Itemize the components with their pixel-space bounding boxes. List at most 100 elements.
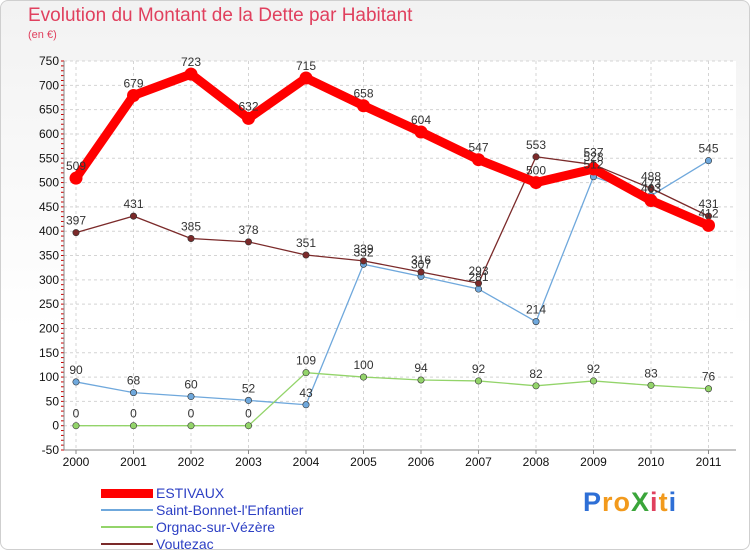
data-point xyxy=(647,381,655,389)
legend-label: Saint-Bonnet-l'Enfantier xyxy=(156,502,304,518)
legend-label: Orgnac-sur-Vézère xyxy=(156,519,276,535)
data-point xyxy=(359,373,367,381)
data-point xyxy=(474,279,482,287)
data-label: 76 xyxy=(702,370,716,384)
y-tick-label: 100 xyxy=(39,370,59,384)
data-label: 92 xyxy=(587,362,601,376)
data-label: 339 xyxy=(353,242,373,256)
logo-letter: r xyxy=(602,487,614,517)
data-point xyxy=(69,171,83,185)
y-tick-label: 650 xyxy=(39,103,59,117)
x-tick-label: 2000 xyxy=(63,455,90,469)
data-label: 545 xyxy=(698,142,718,156)
data-label: 553 xyxy=(526,138,546,152)
data-label: 679 xyxy=(123,77,143,91)
logo-letter: X xyxy=(631,487,651,517)
data-label: 632 xyxy=(238,99,258,113)
data-point xyxy=(417,268,425,276)
data-label: 0 xyxy=(188,407,195,421)
data-label: 94 xyxy=(414,361,428,375)
data-label: 378 xyxy=(238,223,258,237)
x-tick-label: 2003 xyxy=(235,455,262,469)
x-tick-label: 2010 xyxy=(638,455,665,469)
x-tick-label: 2001 xyxy=(120,455,147,469)
x-tick-label: 2007 xyxy=(465,455,492,469)
data-point xyxy=(245,396,253,404)
legend-swatch xyxy=(101,488,153,498)
chart-subtitle: (en €) xyxy=(28,29,57,41)
data-point xyxy=(242,111,255,125)
data-point xyxy=(704,157,712,165)
data-point xyxy=(532,382,540,390)
data-label: 281 xyxy=(468,270,488,284)
data-label: 43 xyxy=(299,386,313,400)
data-label: 723 xyxy=(181,55,201,69)
legend-swatch xyxy=(101,543,153,545)
logo-letter: P xyxy=(583,487,603,517)
data-point xyxy=(72,229,80,237)
y-tick-label: -50 xyxy=(42,443,60,457)
data-point xyxy=(245,422,253,430)
data-label: 214 xyxy=(526,303,546,317)
data-point xyxy=(302,369,310,377)
series-line xyxy=(75,156,710,284)
data-point xyxy=(704,385,712,393)
data-label: 509 xyxy=(66,159,86,173)
x-tick-label: 2002 xyxy=(178,455,205,469)
data-label: 307 xyxy=(411,257,431,271)
data-label: 431 xyxy=(123,197,143,211)
data-label: 528 xyxy=(583,150,603,164)
y-tick-label: 250 xyxy=(39,297,59,311)
data-label: 412 xyxy=(698,206,718,220)
data-label: 332 xyxy=(353,245,373,259)
data-point xyxy=(414,125,428,139)
data-label: 60 xyxy=(184,378,198,392)
data-label: 397 xyxy=(66,214,86,228)
data-label: 385 xyxy=(181,219,201,233)
logo-letter: i xyxy=(650,487,659,517)
data-point xyxy=(647,184,655,192)
data-point xyxy=(130,212,138,220)
data-label: 109 xyxy=(296,354,316,368)
proxiti-logo: ProXiti xyxy=(583,487,677,518)
logo-letter: i xyxy=(668,487,678,517)
x-tick-label: 2006 xyxy=(408,455,435,469)
y-tick-label: 550 xyxy=(39,151,59,165)
data-point xyxy=(187,393,195,401)
y-tick-label: 200 xyxy=(39,321,59,335)
data-point xyxy=(127,89,140,103)
series-line xyxy=(75,160,710,406)
data-label: 604 xyxy=(411,113,431,127)
data-label: 316 xyxy=(411,253,431,267)
data-point xyxy=(532,318,540,326)
data-point xyxy=(474,285,482,293)
data-point xyxy=(529,176,543,190)
y-tick-label: 450 xyxy=(39,200,59,214)
data-point xyxy=(302,251,310,259)
data-point xyxy=(72,422,80,430)
data-label: 488 xyxy=(641,169,661,183)
data-point xyxy=(302,401,310,409)
data-point xyxy=(587,162,600,176)
data-label: 83 xyxy=(644,366,658,380)
y-tick-label: 50 xyxy=(46,394,60,408)
data-label: 52 xyxy=(242,381,256,395)
y-tick-label: 750 xyxy=(39,54,59,68)
series-line xyxy=(71,69,713,230)
data-point xyxy=(130,389,138,397)
data-point xyxy=(184,67,198,81)
data-label: 512 xyxy=(583,158,603,172)
data-point xyxy=(357,99,370,113)
chart-title: Evolution du Montant de la Dette par Hab… xyxy=(28,5,413,26)
data-point xyxy=(245,238,253,246)
data-label: 0 xyxy=(130,407,137,421)
data-label: 473 xyxy=(641,177,661,191)
x-tick-label: 2011 xyxy=(696,455,722,469)
series-line xyxy=(75,372,710,427)
data-label: 100 xyxy=(353,358,373,372)
data-label: 658 xyxy=(353,87,373,101)
data-point xyxy=(532,153,540,161)
x-tick-label: 2005 xyxy=(350,455,377,469)
data-point xyxy=(474,377,482,385)
data-label: 0 xyxy=(245,407,252,421)
